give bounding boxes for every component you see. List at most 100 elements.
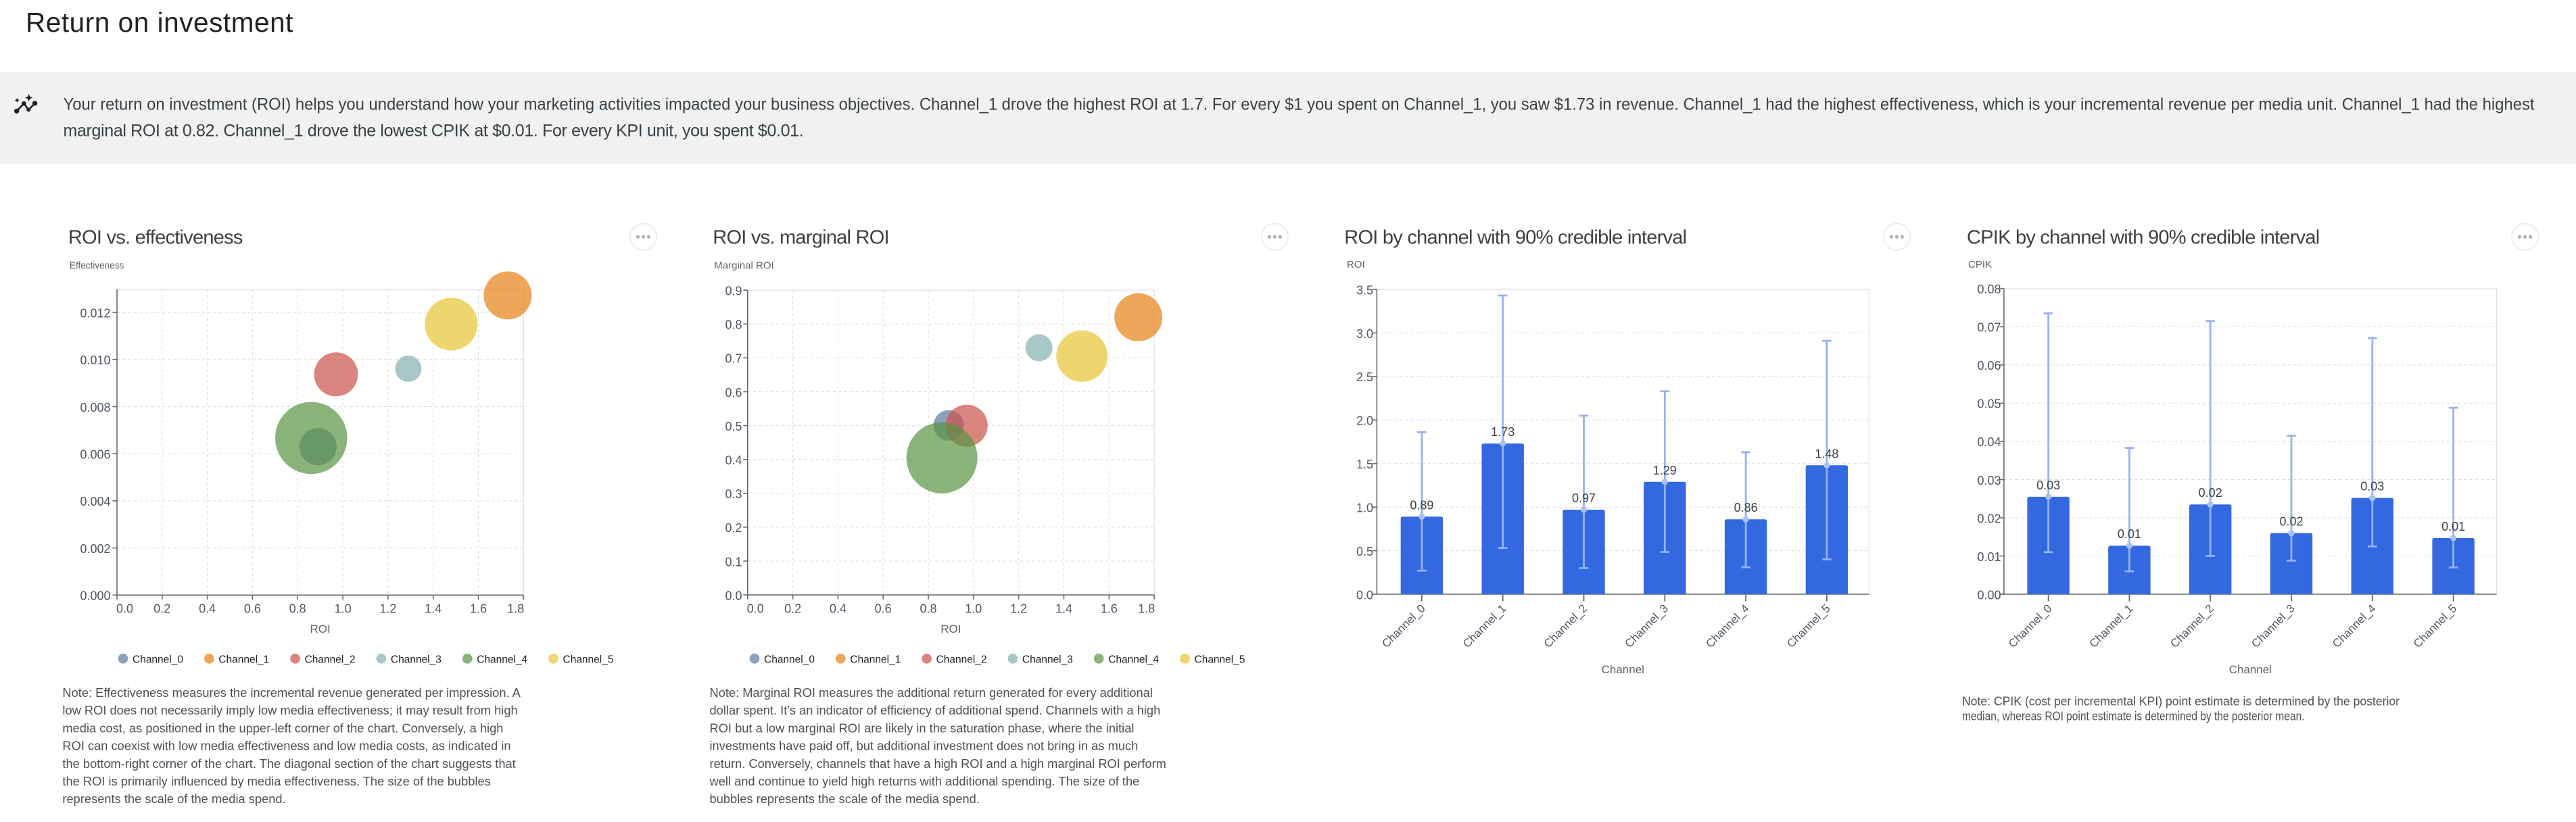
svg-text:ROI by channel with 90% credib: ROI by channel with 90% credible interva… bbox=[1344, 226, 1686, 248]
svg-text:Channel: Channel bbox=[2229, 663, 2272, 676]
svg-text:Note: CPIK (cost per increment: Note: CPIK (cost per incremental KPI) po… bbox=[1962, 694, 2400, 708]
svg-text:0.8: 0.8 bbox=[920, 602, 936, 615]
svg-text:0.02: 0.02 bbox=[2199, 486, 2222, 500]
svg-text:1.4: 1.4 bbox=[425, 602, 442, 615]
svg-text:1.6: 1.6 bbox=[1101, 602, 1118, 615]
svg-text:0.1: 0.1 bbox=[725, 555, 742, 569]
svg-text:0.6: 0.6 bbox=[244, 602, 261, 615]
svg-text:Channel_4: Channel_4 bbox=[1108, 654, 1159, 666]
svg-text:0.3: 0.3 bbox=[725, 487, 742, 501]
svg-text:0.006: 0.006 bbox=[80, 448, 110, 462]
svg-text:1.0: 1.0 bbox=[965, 602, 982, 615]
svg-text:1.48: 1.48 bbox=[1815, 447, 1838, 460]
svg-text:0.012: 0.012 bbox=[80, 306, 110, 320]
svg-text:0.010: 0.010 bbox=[80, 354, 110, 367]
svg-text:Channel_5: Channel_5 bbox=[563, 654, 614, 666]
svg-text:0.05: 0.05 bbox=[1977, 397, 2001, 411]
svg-text:Channel_3: Channel_3 bbox=[391, 654, 442, 666]
svg-text:CPIK: CPIK bbox=[1968, 259, 1992, 270]
svg-text:0.02: 0.02 bbox=[2279, 515, 2303, 529]
svg-text:well and continue to yield hig: well and continue to yield high returns … bbox=[709, 774, 1140, 788]
svg-text:1.6: 1.6 bbox=[470, 602, 487, 615]
svg-text:low ROI does not necessarily i: low ROI does not necessarily imply low m… bbox=[62, 703, 517, 717]
svg-text:0.03: 0.03 bbox=[2036, 479, 2060, 492]
svg-text:ROI: ROI bbox=[310, 623, 330, 635]
svg-text:1.29: 1.29 bbox=[1653, 464, 1677, 477]
svg-text:0.89: 0.89 bbox=[1410, 498, 1433, 512]
svg-text:Channel_2: Channel_2 bbox=[936, 654, 987, 666]
svg-text:Return on investment: Return on investment bbox=[26, 7, 293, 38]
svg-text:0.01: 0.01 bbox=[1977, 550, 2001, 564]
svg-text:0.6: 0.6 bbox=[875, 602, 892, 615]
svg-text:Effectiveness: Effectiveness bbox=[70, 260, 124, 272]
svg-text:1.8: 1.8 bbox=[1138, 602, 1155, 615]
svg-text:ROI vs. effectiveness: ROI vs. effectiveness bbox=[68, 226, 243, 248]
svg-text:the bottom-right corner of the: the bottom-right corner of the chart. Th… bbox=[62, 756, 515, 771]
svg-text:0.0: 0.0 bbox=[116, 602, 133, 615]
svg-text:0.04: 0.04 bbox=[1977, 435, 2001, 449]
svg-text:0.7: 0.7 bbox=[725, 352, 742, 366]
svg-text:0.01: 0.01 bbox=[2441, 520, 2465, 533]
svg-text:1.8: 1.8 bbox=[507, 602, 524, 615]
svg-text:0.5: 0.5 bbox=[1356, 545, 1373, 558]
svg-text:0.8: 0.8 bbox=[725, 318, 742, 332]
svg-text:Channel_0: Channel_0 bbox=[764, 654, 815, 666]
svg-text:3.5: 3.5 bbox=[1356, 283, 1373, 297]
svg-text:ROI: ROI bbox=[1347, 259, 1365, 270]
svg-text:ROI vs. marginal ROI: ROI vs. marginal ROI bbox=[713, 226, 889, 248]
svg-text:ROI can coexist with low media: ROI can coexist with low media effective… bbox=[62, 739, 510, 753]
svg-text:marginal ROI at 0.82. Channel_: marginal ROI at 0.82. Channel_1 drove th… bbox=[64, 121, 804, 140]
svg-text:0.4: 0.4 bbox=[725, 454, 742, 467]
svg-text:1.2: 1.2 bbox=[379, 602, 396, 615]
svg-text:0.97: 0.97 bbox=[1572, 491, 1596, 505]
svg-text:Note: Marginal ROI measures th: Note: Marginal ROI measures the addition… bbox=[710, 685, 1153, 700]
svg-text:1.0: 1.0 bbox=[335, 602, 352, 615]
svg-text:1.0: 1.0 bbox=[1356, 502, 1373, 515]
svg-text:Channel_0: Channel_0 bbox=[133, 654, 183, 666]
svg-text:1.4: 1.4 bbox=[1055, 602, 1072, 615]
svg-text:0.0: 0.0 bbox=[725, 589, 742, 602]
svg-text:0.86: 0.86 bbox=[1734, 501, 1758, 514]
svg-text:0.4: 0.4 bbox=[199, 602, 216, 615]
svg-text:0.02: 0.02 bbox=[1977, 512, 2001, 525]
svg-text:0.2: 0.2 bbox=[725, 521, 742, 535]
svg-text:0.9: 0.9 bbox=[725, 285, 742, 298]
svg-text:ROI but a low marginal ROI are: ROI but a low marginal ROI are likely in… bbox=[710, 721, 1135, 735]
svg-text:1.2: 1.2 bbox=[1010, 602, 1027, 615]
svg-text:0.6: 0.6 bbox=[725, 386, 742, 400]
svg-text:0.008: 0.008 bbox=[80, 401, 110, 414]
svg-text:0.5: 0.5 bbox=[725, 420, 742, 433]
svg-text:0.0: 0.0 bbox=[1356, 588, 1373, 602]
svg-text:return. Conversely, channels t: return. Conversely, channels that have a… bbox=[710, 756, 1166, 771]
svg-text:Channel_2: Channel_2 bbox=[305, 654, 356, 666]
svg-text:Channel_3: Channel_3 bbox=[1022, 654, 1073, 666]
svg-text:dollar spent. It's an indicato: dollar spent. It's an indicator of effic… bbox=[710, 703, 1161, 717]
svg-text:0.0: 0.0 bbox=[747, 602, 764, 615]
svg-text:0.07: 0.07 bbox=[1977, 321, 2001, 335]
svg-text:0.000: 0.000 bbox=[80, 589, 110, 603]
svg-text:0.06: 0.06 bbox=[1977, 359, 2001, 372]
svg-text:0.01: 0.01 bbox=[2118, 527, 2141, 541]
svg-text:0.002: 0.002 bbox=[80, 542, 110, 556]
svg-text:Channel_1: Channel_1 bbox=[850, 654, 901, 666]
svg-text:0.2: 0.2 bbox=[784, 602, 801, 615]
svg-text:investments have paid off, but: investments have paid off, but additiona… bbox=[710, 739, 1139, 753]
svg-text:Your return on investment (ROI: Your return on investment (ROI) helps yo… bbox=[64, 95, 2535, 114]
svg-text:represents the scale of the me: represents the scale of the media spend. bbox=[62, 792, 285, 806]
svg-text:3.0: 3.0 bbox=[1356, 327, 1373, 341]
svg-text:0.03: 0.03 bbox=[2360, 480, 2384, 493]
svg-text:0.00: 0.00 bbox=[1977, 588, 2001, 602]
svg-text:CPIK by channel with 90% credi: CPIK by channel with 90% credible interv… bbox=[1967, 226, 2319, 248]
svg-text:Channel_1: Channel_1 bbox=[218, 654, 269, 666]
svg-text:Channel_4: Channel_4 bbox=[477, 654, 527, 666]
svg-text:Channel_5: Channel_5 bbox=[1195, 654, 1245, 666]
svg-text:1.73: 1.73 bbox=[1491, 425, 1514, 439]
svg-text:0.8: 0.8 bbox=[289, 602, 306, 615]
svg-text:ROI: ROI bbox=[940, 623, 961, 635]
svg-text:0.08: 0.08 bbox=[1977, 283, 2001, 296]
svg-text:0.4: 0.4 bbox=[830, 602, 846, 615]
svg-text:bubbles represents the scale o: bubbles represents the scale of the medi… bbox=[710, 792, 980, 806]
svg-text:media cost, as positioned in t: media cost, as positioned in the upper-l… bbox=[62, 721, 503, 735]
svg-text:the ROI is primarily influence: the ROI is primarily influenced by media… bbox=[62, 774, 490, 788]
svg-text:0.03: 0.03 bbox=[1977, 474, 2001, 487]
